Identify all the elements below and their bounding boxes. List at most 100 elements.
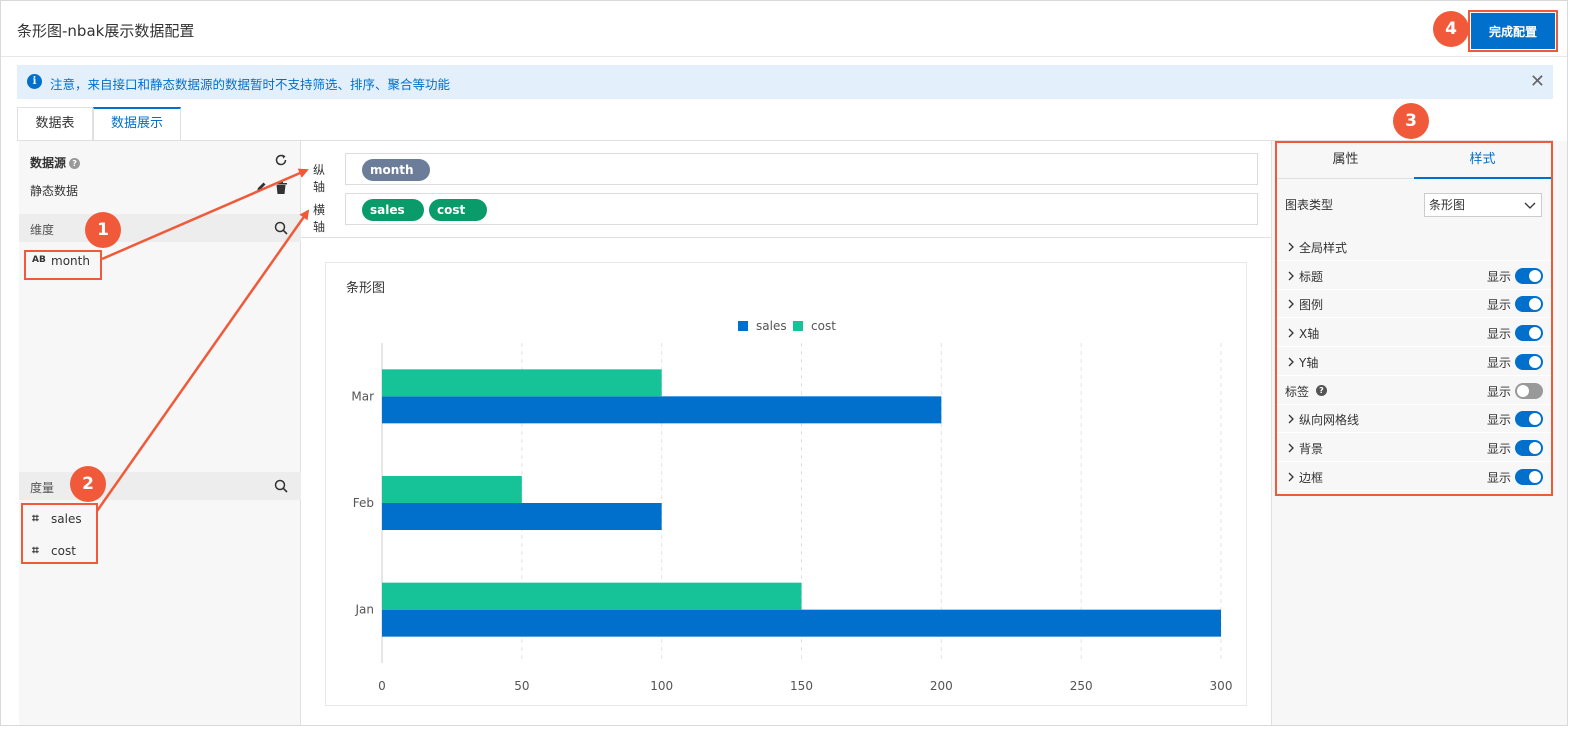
chevron-right-icon[interactable] — [1287, 328, 1295, 338]
toggle-switch[interactable] — [1515, 296, 1543, 313]
show-label: 显示 — [1487, 470, 1512, 485]
page-title: 条形图-nbak展示数据配置 — [17, 22, 195, 40]
style-option-label: 标题 — [1299, 269, 1324, 284]
notice-text: 注意，来自接口和静态数据源的数据暂时不支持筛选、排序、聚合等功能 — [50, 77, 451, 92]
style-option-row[interactable]: 标题 显示 — [1277, 262, 1551, 290]
style-option-row[interactable]: Y轴 显示 — [1277, 348, 1551, 376]
axis-pill-month[interactable]: month — [362, 159, 430, 181]
toggle-knob — [1529, 413, 1541, 426]
axis-pill-cost[interactable]: cost — [429, 199, 487, 221]
tab-properties[interactable]: 属性 — [1332, 152, 1359, 167]
chart-type-label: 图表类型 — [1285, 198, 1334, 212]
search-icon[interactable] — [274, 221, 288, 235]
x-tick-label: 300 — [1210, 679, 1233, 693]
style-option-label: 边框 — [1299, 470, 1324, 485]
divider — [17, 140, 1553, 141]
toggle-knob — [1529, 470, 1541, 483]
chart-type-select[interactable]: 条形图 — [1424, 193, 1542, 217]
style-config-box: 属性 样式 图表类型 条形图 全局样式 标题 显示 图例 显示 X轴 显示 Y轴 显示 标签? 显示… — [1275, 141, 1553, 496]
dimension-header: 维度 — [19, 214, 301, 242]
measure-field[interactable]: ⌗ sales — [25, 506, 95, 534]
toggle-switch[interactable] — [1515, 382, 1543, 399]
style-option-row[interactable]: 全局样式 — [1277, 233, 1551, 261]
toggle-knob — [1529, 355, 1541, 368]
toggle-switch[interactable] — [1515, 439, 1543, 456]
field-name: cost — [51, 544, 76, 558]
style-option-row[interactable]: 标签? 显示 — [1277, 377, 1551, 405]
style-option-label: 全局样式 — [1299, 241, 1348, 255]
datasource-heading: 数据源? — [30, 154, 81, 171]
legend-swatch-cost — [793, 321, 803, 331]
notice-banner: i 注意，来自接口和静态数据源的数据暂时不支持筛选、排序、聚合等功能 ✕ — [17, 65, 1553, 99]
style-option-label: 标签 — [1285, 384, 1310, 399]
bar-cost — [382, 369, 662, 397]
style-option-row[interactable]: 边框 显示 — [1277, 463, 1551, 491]
style-panel: 属性 样式 图表类型 条形图 全局样式 标题 显示 图例 显示 X轴 显示 Y轴 显示 标签? 显示… — [1271, 141, 1567, 725]
show-label: 显示 — [1487, 269, 1512, 284]
legend-label-cost: cost — [811, 319, 836, 333]
help-icon[interactable]: ? — [1316, 384, 1327, 396]
tab-data-table[interactable]: 数据表 — [17, 107, 93, 141]
chart-preview: 条形图 0 50 100 150 200 250 300 Jan Feb Mar sales cost — [325, 262, 1247, 706]
toggle-switch[interactable] — [1515, 267, 1543, 284]
legend-label-sales: sales — [756, 319, 787, 333]
edit-icon[interactable] — [255, 181, 267, 193]
horizontal-axis-label: 横轴 — [313, 203, 326, 234]
bar-sales — [382, 609, 1221, 637]
toggle-switch[interactable] — [1515, 325, 1543, 342]
fields-panel: 数据源? 静态数据 维度 AB month 度量 — [19, 141, 301, 725]
chevron-right-icon[interactable] — [1287, 271, 1295, 281]
vertical-axis-label: 纵轴 — [313, 163, 326, 194]
dimension-field[interactable]: AB month — [25, 248, 101, 276]
y-tick-label: Feb — [353, 496, 374, 510]
chevron-right-icon[interactable] — [1287, 299, 1295, 309]
help-icon[interactable]: ? — [69, 158, 81, 169]
chevron-right-icon[interactable] — [1287, 414, 1295, 424]
highlight-measures — [21, 503, 98, 564]
tab-data-display[interactable]: 数据展示 — [93, 107, 181, 141]
datasource-label: 数据源 — [30, 156, 67, 170]
tab-style[interactable]: 样式 — [1414, 143, 1551, 179]
finish-config-button[interactable]: 完成配置 — [1468, 10, 1558, 52]
style-option-label: 纵向网格线 — [1299, 413, 1360, 428]
chevron-right-icon[interactable] — [1287, 242, 1295, 252]
toggle-switch[interactable] — [1515, 468, 1543, 485]
toggle-switch[interactable] — [1515, 411, 1543, 428]
chart-title: 条形图 — [346, 281, 386, 296]
number-type-icon: ⌗ — [32, 543, 39, 557]
x-tick-label: 200 — [930, 679, 953, 693]
refresh-icon[interactable] — [274, 153, 288, 167]
bar-sales — [382, 396, 942, 424]
style-option-row[interactable]: 背景 显示 — [1277, 434, 1551, 462]
legend-swatch-sales — [738, 321, 748, 331]
chevron-right-icon[interactable] — [1287, 472, 1295, 482]
chevron-right-icon[interactable] — [1287, 443, 1295, 453]
horizontal-axis-dropzone[interactable]: sales cost — [345, 193, 1258, 225]
style-option-row[interactable]: 纵向网格线 显示 — [1277, 405, 1551, 434]
highlight-dimension — [24, 250, 102, 280]
bar-cost — [382, 476, 522, 503]
field-name: month — [51, 254, 90, 268]
y-tick-label: Jan — [355, 603, 375, 617]
bar-cost — [382, 582, 802, 610]
delete-icon[interactable] — [275, 181, 287, 194]
measure-field[interactable]: ⌗ cost — [25, 538, 95, 566]
field-name: sales — [51, 512, 82, 526]
show-label: 显示 — [1487, 327, 1512, 342]
chevron-down-icon — [1524, 202, 1536, 209]
bar-sales — [382, 503, 662, 530]
step-badge-1: 1 — [85, 212, 121, 248]
toggle-knob — [1529, 327, 1541, 340]
x-tick-label: 0 — [378, 679, 386, 693]
dimension-label: 维度 — [30, 223, 55, 237]
vertical-axis-dropzone[interactable]: month — [345, 153, 1258, 185]
style-option-row[interactable]: X轴 显示 — [1277, 319, 1551, 348]
style-option-row[interactable]: 图例 显示 — [1277, 290, 1551, 319]
toggle-switch[interactable] — [1515, 353, 1543, 370]
close-icon[interactable]: ✕ — [1529, 71, 1545, 92]
toggle-knob — [1529, 298, 1541, 311]
step-badge-2: 2 — [70, 466, 106, 502]
search-icon[interactable] — [274, 479, 288, 493]
axis-pill-sales[interactable]: sales — [362, 199, 424, 221]
chevron-right-icon[interactable] — [1287, 357, 1295, 367]
